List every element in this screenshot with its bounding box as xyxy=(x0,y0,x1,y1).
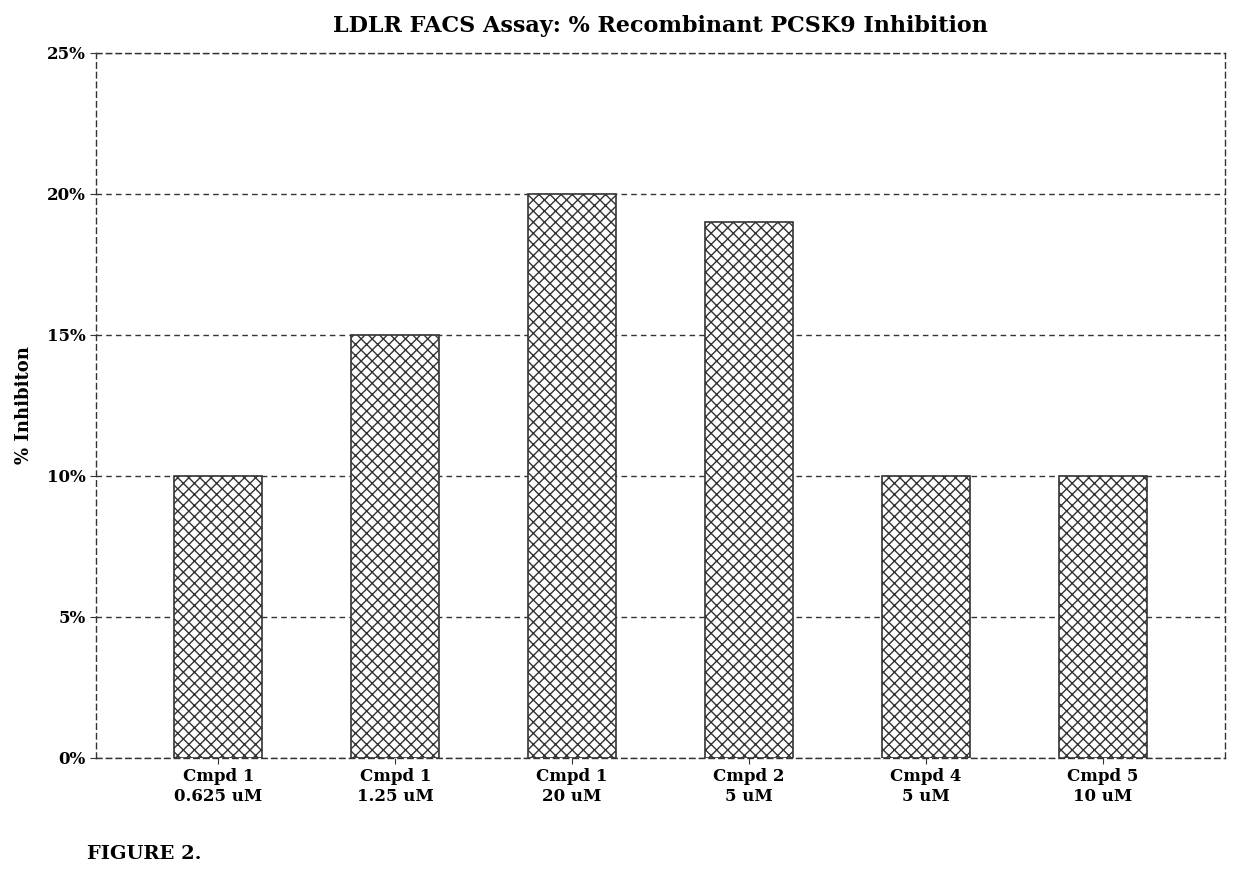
Bar xyxy=(174,476,263,758)
Text: FIGURE 2.: FIGURE 2. xyxy=(87,845,201,863)
Bar xyxy=(1059,476,1147,758)
Title: LDLR FACS Assay: % Recombinant PCSK9 Inhibition: LDLR FACS Assay: % Recombinant PCSK9 Inh… xyxy=(334,15,988,37)
Y-axis label: % Inhibiton: % Inhibiton xyxy=(15,346,33,464)
Bar xyxy=(704,222,794,758)
Bar xyxy=(528,194,616,758)
Bar xyxy=(882,476,970,758)
Bar xyxy=(351,335,439,758)
